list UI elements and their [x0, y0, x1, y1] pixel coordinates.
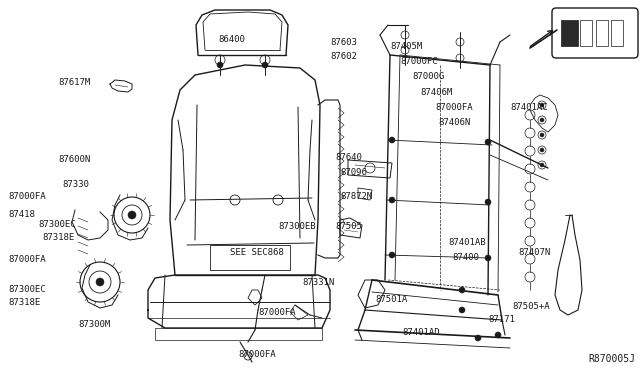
- Circle shape: [389, 137, 395, 143]
- Circle shape: [389, 197, 395, 203]
- Circle shape: [495, 332, 501, 338]
- Text: 87318E: 87318E: [42, 233, 74, 242]
- Text: 87000FA: 87000FA: [238, 350, 276, 359]
- Circle shape: [485, 199, 491, 205]
- Text: 87000FA: 87000FA: [8, 255, 45, 264]
- Circle shape: [244, 352, 252, 360]
- Text: 87171: 87171: [488, 315, 515, 324]
- Text: 87505+A: 87505+A: [512, 302, 550, 311]
- Text: 87401AC: 87401AC: [510, 103, 548, 112]
- Text: 86400: 86400: [218, 35, 245, 44]
- Text: 87600N: 87600N: [58, 155, 90, 164]
- Circle shape: [459, 287, 465, 293]
- Circle shape: [540, 118, 544, 122]
- Text: 87300EC: 87300EC: [8, 285, 45, 294]
- Circle shape: [96, 278, 104, 286]
- Circle shape: [475, 335, 481, 341]
- Text: 87331N: 87331N: [302, 278, 334, 287]
- Text: 87406M: 87406M: [420, 88, 452, 97]
- Text: 87602: 87602: [330, 52, 357, 61]
- Circle shape: [485, 255, 491, 261]
- Text: 87096: 87096: [340, 168, 367, 177]
- Text: 87872M: 87872M: [340, 192, 372, 201]
- Text: 87400: 87400: [452, 253, 479, 262]
- Text: 87505: 87505: [335, 222, 362, 231]
- Circle shape: [459, 307, 465, 313]
- Text: R870005J: R870005J: [588, 354, 635, 364]
- Text: 87000FA: 87000FA: [435, 103, 472, 112]
- Text: 87401AB: 87401AB: [448, 238, 486, 247]
- Circle shape: [485, 139, 491, 145]
- Text: 87401AD: 87401AD: [402, 328, 440, 337]
- Circle shape: [540, 103, 544, 107]
- Text: 87640: 87640: [335, 153, 362, 162]
- Text: 87407N: 87407N: [518, 248, 550, 257]
- Text: 87501A: 87501A: [375, 295, 407, 304]
- Circle shape: [540, 148, 544, 152]
- Text: 87405M: 87405M: [390, 42, 422, 51]
- Text: 87000G: 87000G: [412, 72, 444, 81]
- Circle shape: [217, 62, 223, 68]
- Circle shape: [128, 211, 136, 219]
- Text: 87318E: 87318E: [8, 298, 40, 307]
- Text: 87300EB: 87300EB: [278, 222, 316, 231]
- Text: 87603: 87603: [330, 38, 357, 47]
- Text: 87000FA: 87000FA: [258, 308, 296, 317]
- Text: 87406N: 87406N: [438, 118, 470, 127]
- Circle shape: [389, 252, 395, 258]
- Text: 87617M: 87617M: [58, 78, 90, 87]
- Circle shape: [262, 62, 268, 68]
- Text: 87300EC: 87300EC: [38, 220, 76, 229]
- Circle shape: [540, 133, 544, 137]
- Text: 87330: 87330: [62, 180, 89, 189]
- Text: 87000FA: 87000FA: [8, 192, 45, 201]
- Text: 87418: 87418: [8, 210, 35, 219]
- Text: 87000FC: 87000FC: [400, 57, 438, 66]
- Polygon shape: [561, 20, 578, 46]
- Circle shape: [540, 163, 544, 167]
- Text: 87300M: 87300M: [78, 320, 110, 329]
- Text: SEE SEC868: SEE SEC868: [230, 248, 284, 257]
